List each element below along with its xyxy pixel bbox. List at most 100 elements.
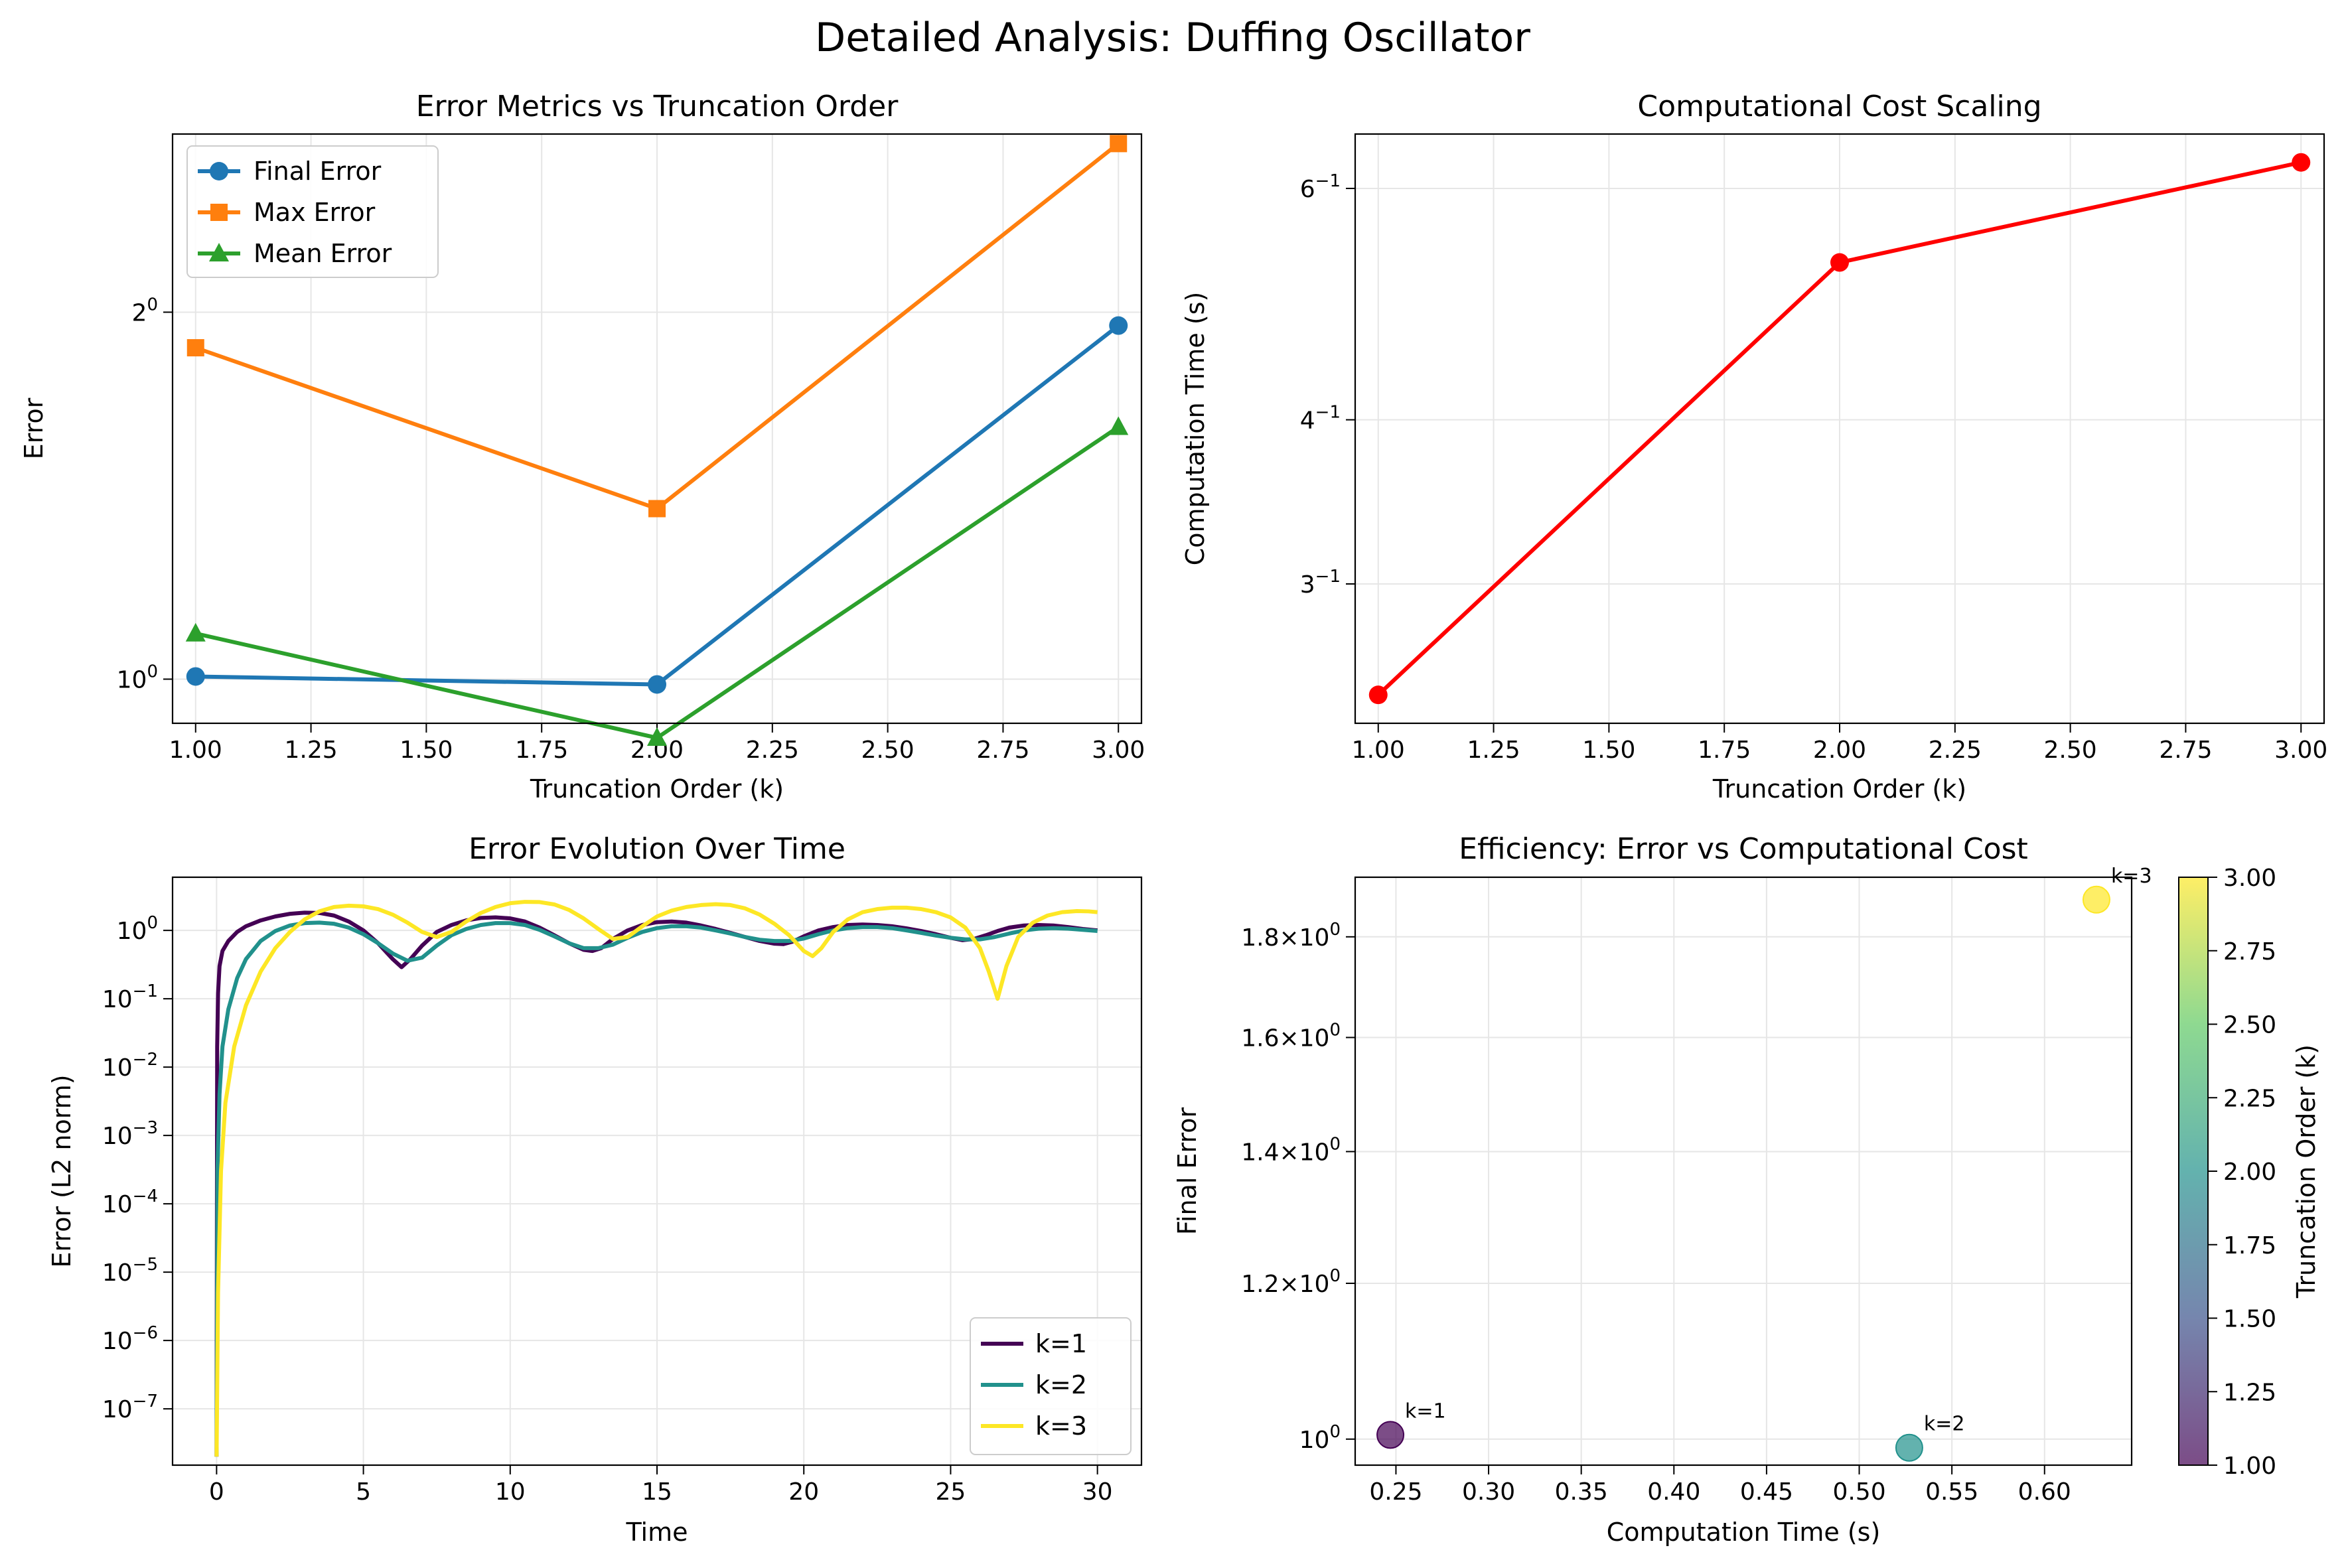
p3-y-tick-label-exponent: −4 xyxy=(133,1186,158,1206)
legend-label: k=1 xyxy=(1035,1329,1087,1358)
p2-x-tick-label: 2.25 xyxy=(1929,737,1982,764)
p4-y-tick-label-exponent: 0 xyxy=(1329,1422,1341,1442)
p3-y-tick-label-base: 10 xyxy=(102,1396,133,1423)
efficiency-point xyxy=(2082,885,2110,914)
cost-ylabel: Computation Time (s) xyxy=(1181,292,1210,566)
p1-x-tick-label: 2.75 xyxy=(976,737,1029,764)
p4-x-tick-label: 0.25 xyxy=(1369,1478,1422,1506)
p4-y-tick-label: 1.8×100 xyxy=(1241,920,1341,952)
cost-marker xyxy=(1830,253,1849,272)
cost-marker xyxy=(2292,153,2311,172)
p4-y-tick-label-base: 1.4×10 xyxy=(1241,1139,1329,1166)
error-metrics-marker xyxy=(647,727,667,746)
p4-y-tick-label-base: 1.2×10 xyxy=(1241,1271,1329,1298)
cost-grid xyxy=(1355,134,2324,723)
colorbar-tick-label: 1.00 xyxy=(2223,1453,2276,1480)
p1-y-tick-label: 20 xyxy=(132,295,158,326)
error-metrics-x-ticks: 1.00 1.25 1.50 1.75 2.00 2.25 2.50 2.75 3.00 xyxy=(169,723,1145,764)
colorbar-ticks: 1.00 1.25 1.50 1.75 2.00 2.25 2.50 2.75 3.00 xyxy=(2208,865,2276,1480)
p3-y-tick-label: 10−3 xyxy=(102,1118,158,1150)
p4-x-tick-label: 0.35 xyxy=(1555,1478,1608,1506)
p3-y-tick-label-exponent: −6 xyxy=(133,1323,158,1343)
error-metrics-marker xyxy=(186,667,205,686)
p2-y-tick-label: 3−1 xyxy=(1300,567,1341,599)
p4-y-tick-label-exponent: 0 xyxy=(1329,1020,1341,1040)
p1-y-tick-label-exponent: 0 xyxy=(147,662,158,681)
error-metrics-ylabel: Error xyxy=(19,397,48,459)
error-evolution-grid xyxy=(173,877,1141,1465)
error-evolution-legend-box xyxy=(970,1317,1132,1455)
p2-y-tick-label-exponent: −1 xyxy=(1315,171,1341,191)
p1-x-tick-label: 3.00 xyxy=(1092,737,1145,764)
p3-y-tick-label: 10−1 xyxy=(102,981,158,1013)
efficiency-frame xyxy=(1354,876,2133,1466)
cost-panel: Computational Cost Scaling 1.00 1.25 1.50 1… xyxy=(1181,90,2327,804)
p1-x-tick-label: 1.25 xyxy=(284,737,337,764)
p4-y-tick-label-exponent: 0 xyxy=(1329,920,1341,940)
p3-x-tick-label: 0 xyxy=(209,1478,224,1506)
p1-x-tick-label: 2.50 xyxy=(861,737,915,764)
p2-y-tick-label: 4−1 xyxy=(1300,403,1341,435)
error-metrics-marker xyxy=(648,500,666,518)
efficiency-panel: Efficiency: Error vs Computational Cost … xyxy=(1173,832,2321,1547)
error-evolution-series xyxy=(214,900,1098,1457)
p1-x-tick-label: 1.75 xyxy=(515,737,568,764)
efficiency-point-label: k=2 xyxy=(1924,1413,1965,1436)
efficiency-xlabel: Computation Time (s) xyxy=(1607,1518,1881,1547)
figure-title: Detailed Analysis: Duffing Oscillator xyxy=(815,15,1530,61)
error-metrics-series xyxy=(185,135,1129,746)
p3-y-tick-label: 10−7 xyxy=(102,1391,158,1423)
colorbar-tick-label: 2.25 xyxy=(2223,1085,2276,1112)
p4-y-tick-label: 100 xyxy=(1299,1422,1341,1454)
legend-marker xyxy=(210,204,228,221)
p4-y-tick-label-exponent: 0 xyxy=(1329,1134,1341,1154)
efficiency-point xyxy=(1376,1421,1405,1449)
p3-y-tick-label: 10−6 xyxy=(102,1323,158,1355)
p1-y-tick-label-exponent: 0 xyxy=(147,295,158,315)
p3-y-tick-label-base: 10 xyxy=(102,1259,133,1287)
p3-y-tick-label-base: 10 xyxy=(102,986,133,1013)
p4-y-tick-label-exponent: 0 xyxy=(1329,1266,1341,1286)
p3-y-tick-label-exponent: 0 xyxy=(147,913,158,933)
p4-y-tick-label-base: 1.8×10 xyxy=(1241,924,1329,952)
error-metrics-legend-box xyxy=(186,145,439,278)
p1-x-tick-label: 2.25 xyxy=(746,737,799,764)
error-evolution-panel: Error Evolution Over Time 0 5 10 15 20 25 30 1… xyxy=(47,832,1143,1547)
p2-x-tick-label: 1.00 xyxy=(1352,737,1405,764)
colorbar-tick-label: 1.50 xyxy=(2223,1306,2276,1333)
p2-y-tick-label-base: 4 xyxy=(1300,407,1315,435)
p2-x-tick-label: 1.25 xyxy=(1467,737,1520,764)
p3-x-tick-label: 20 xyxy=(788,1478,819,1506)
p3-x-tick-label: 10 xyxy=(495,1478,526,1506)
error-metrics-frame xyxy=(171,133,1143,725)
p3-y-tick-label: 10−4 xyxy=(102,1186,158,1218)
p3-y-tick-label-base: 10 xyxy=(102,1123,133,1150)
p2-y-tick-label-base: 3 xyxy=(1300,571,1315,599)
p4-y-tick-label-base: 1.6×10 xyxy=(1241,1025,1329,1052)
cost-x-ticks: 1.00 1.25 1.50 1.75 2.00 2.25 2.50 2.75 3.00 xyxy=(1352,723,2327,764)
legend-label: Final Error xyxy=(254,157,382,186)
colorbar-tick-label: 1.25 xyxy=(2223,1379,2276,1406)
p4-x-tick-label: 0.55 xyxy=(1925,1478,1978,1506)
error-evolution-xlabel: Time xyxy=(626,1518,688,1547)
p4-x-tick-label: 0.45 xyxy=(1740,1478,1793,1506)
colorbar-tick-label: 1.75 xyxy=(2223,1232,2276,1259)
p3-y-tick-label-base: 10 xyxy=(117,918,147,945)
p2-x-tick-label: 1.75 xyxy=(1698,737,1751,764)
p2-y-tick-label: 6−1 xyxy=(1300,171,1341,203)
error-metrics-marker xyxy=(1110,135,1128,153)
efficiency-x-ticks: 0.25 0.30 0.35 0.40 0.45 0.50 0.55 0.60 xyxy=(1369,1465,2071,1506)
p3-y-tick-label-exponent: −7 xyxy=(133,1391,158,1411)
cost-marker xyxy=(1368,685,1388,705)
error-metrics-marker xyxy=(648,675,666,694)
p3-y-tick-label-exponent: −3 xyxy=(133,1118,158,1138)
p3-y-tick-label-exponent: −2 xyxy=(133,1050,158,1070)
error-metrics-marker xyxy=(186,339,204,357)
error-metrics-title: Error Metrics vs Truncation Order xyxy=(416,90,899,123)
cost-series xyxy=(1368,153,2311,705)
error-evolution-legend: k=1 k=2 k=3 xyxy=(970,1317,1132,1455)
p3-x-tick-label: 5 xyxy=(356,1478,371,1506)
p3-x-tick-label: 30 xyxy=(1082,1478,1113,1506)
